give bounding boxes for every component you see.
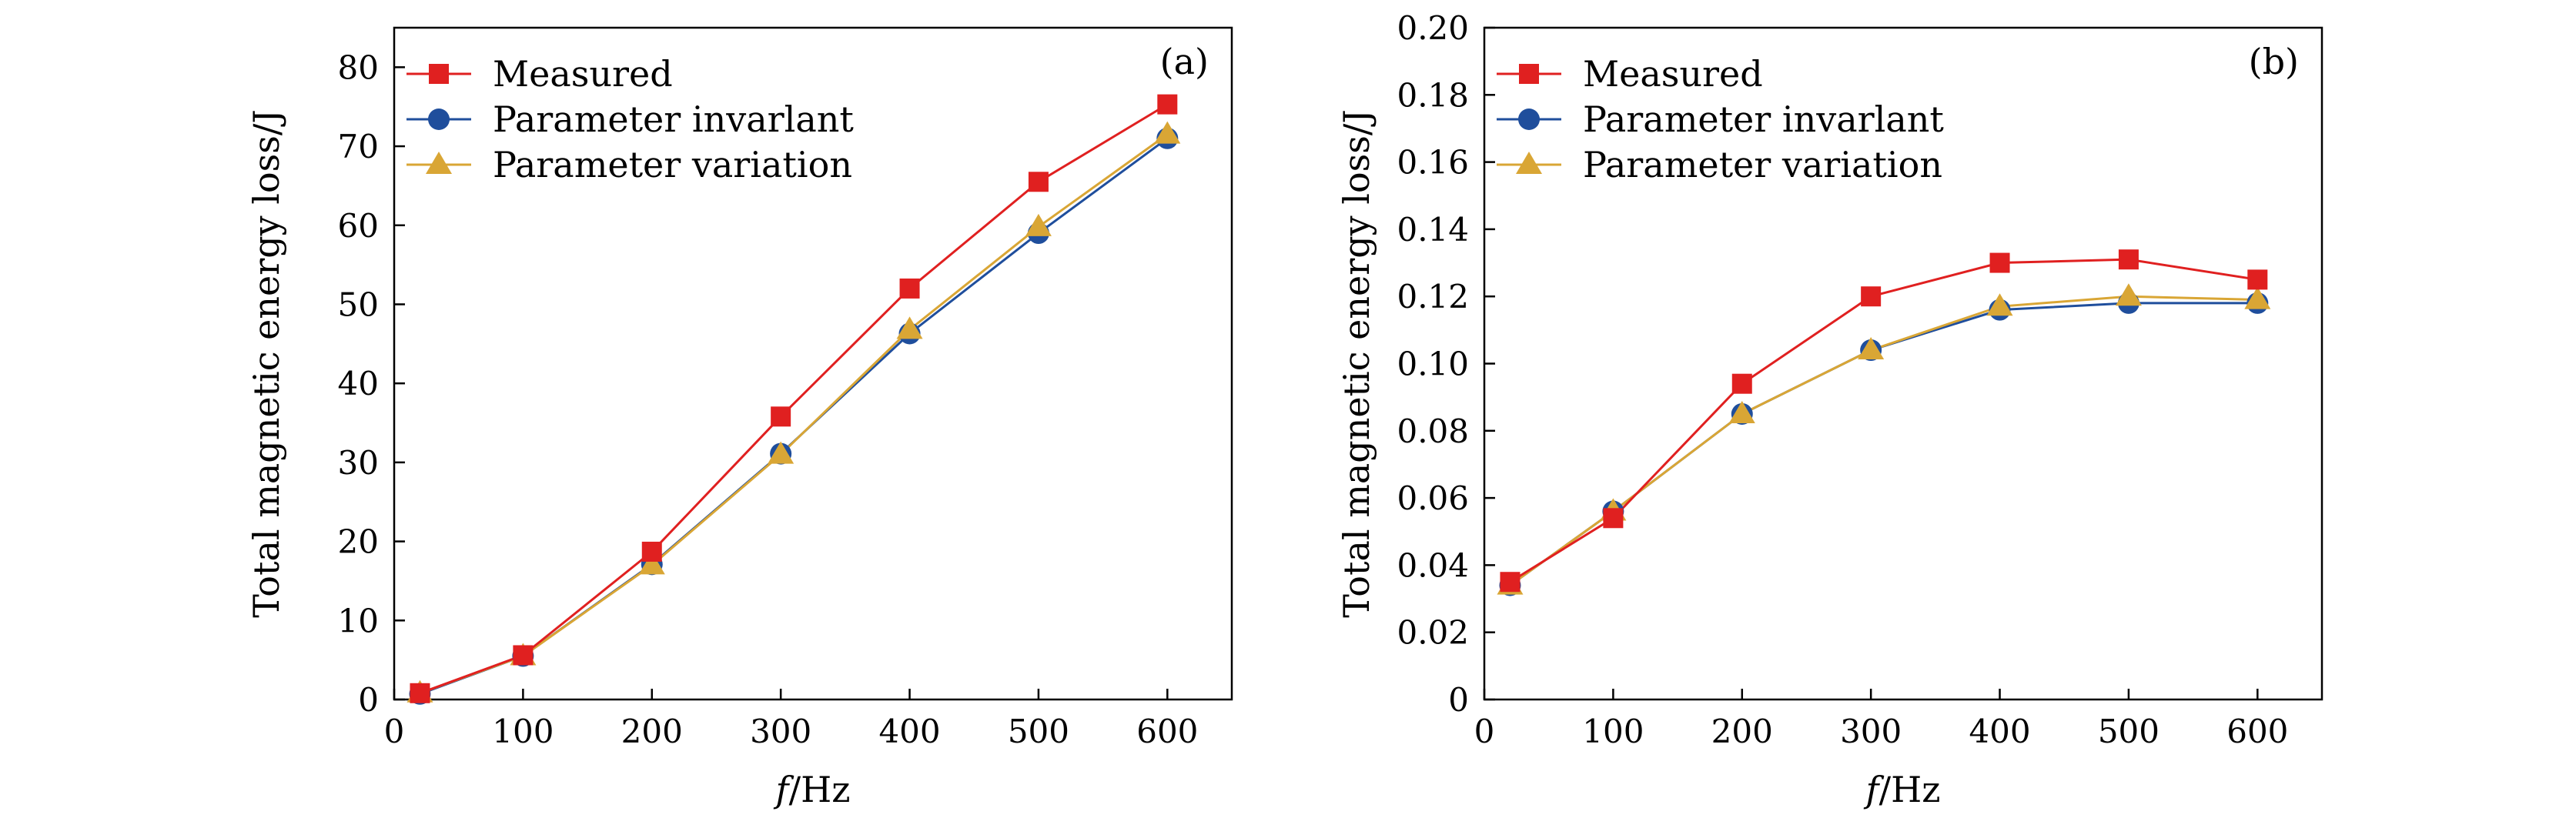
x-axis-unit: /Hz	[789, 769, 851, 810]
y-tick-label: 10	[338, 602, 379, 639]
y-tick-label: 0.14	[1397, 211, 1469, 249]
legend-entry-measured: Measured	[1583, 53, 1763, 95]
data-point-variation	[768, 441, 795, 464]
y-tick-label: 70	[338, 128, 379, 165]
data-point-variation	[896, 316, 923, 339]
legend-marker-variation	[426, 152, 452, 174]
data-point-variation	[1986, 293, 2013, 316]
data-point-variation	[638, 552, 665, 575]
data-point-measured	[1861, 286, 1882, 307]
data-point-variation	[1728, 400, 1755, 423]
y-tick-label: 0.08	[1397, 412, 1469, 450]
series-line-measured	[419, 103, 1169, 695]
y-tick-label: 0	[358, 681, 379, 719]
series-line-measured	[1509, 258, 2258, 583]
data-point-variation	[2115, 283, 2142, 306]
y-tick-label: 0.04	[1397, 546, 1469, 584]
x-tick-label: 300	[1840, 713, 1902, 750]
y-tick-label: 60	[338, 207, 379, 245]
x-tick-label: 100	[1582, 713, 1644, 750]
plot-frame	[393, 26, 1233, 701]
x-tick-label: 600	[2226, 713, 2288, 750]
y-tick-label: 80	[338, 48, 379, 86]
x-tick-label: 0	[384, 713, 405, 750]
y-axis-title: Total magnetic energy loss/J	[246, 109, 287, 618]
legend-entry-variation: Parameter variation	[493, 144, 852, 185]
legend-entry-measured: Measured	[493, 53, 673, 95]
y-tick-label: 0.12	[1397, 278, 1469, 316]
legend-marker-variation	[1516, 152, 1542, 174]
data-point-measured	[899, 278, 920, 299]
y-tick-label: 0.10	[1397, 346, 1469, 383]
data-point-variation	[1858, 337, 1885, 360]
series-line-invariant	[419, 137, 1169, 696]
y-tick-label: 0.20	[1397, 9, 1469, 47]
y-tick-label: 50	[338, 285, 379, 323]
panel-label: (b)	[2249, 41, 2299, 82]
data-point-measured	[1603, 508, 1624, 529]
legend-entry-invariant: Parameter invarlant	[1583, 98, 1944, 140]
x-tick-label: 400	[1969, 713, 2030, 750]
y-tick-label: 0.06	[1397, 479, 1469, 517]
x-axis-title: f/Hz	[774, 769, 851, 810]
data-point-variation	[1025, 213, 1052, 236]
x-tick-label: 500	[1008, 713, 1069, 750]
data-point-measured	[1028, 172, 1049, 192]
x-axis-unit: /Hz	[1879, 769, 1941, 810]
legend-marker-measured	[1519, 64, 1539, 84]
y-tick-label: 0.18	[1397, 76, 1469, 114]
y-tick-label: 0.16	[1397, 144, 1469, 182]
legend-marker-invariant	[1518, 109, 1540, 130]
x-tick-label: 300	[750, 713, 811, 750]
data-point-measured	[1989, 252, 2010, 273]
panel-label: (a)	[1160, 41, 1209, 82]
data-point-variation	[1154, 121, 1181, 144]
x-tick-label: 0	[1474, 713, 1495, 750]
series-line-variation	[419, 133, 1169, 695]
data-point-measured	[1500, 572, 1521, 593]
y-tick-label: 20	[338, 523, 379, 561]
y-tick-label: 0.02	[1397, 614, 1469, 652]
data-point-measured	[410, 683, 430, 703]
series-line-variation	[1509, 295, 2258, 586]
x-tick-label: 200	[621, 713, 683, 750]
data-point-measured	[513, 645, 534, 666]
y-axis-title: Total magnetic energy loss/J	[1336, 109, 1377, 618]
data-point-measured	[2118, 249, 2139, 270]
chart-panel-a: 0 100 200 300 400 500 600 0 10 20 30 40 50 60 70 80 f/Hz…	[246, 26, 1233, 810]
x-tick-label: 100	[492, 713, 554, 750]
legend-marker-measured	[429, 64, 449, 84]
x-tick-label: 600	[1136, 713, 1198, 750]
legend-entry-invariant: Parameter invarlant	[493, 98, 854, 140]
y-tick-label: 40	[338, 365, 379, 402]
data-point-measured	[641, 541, 662, 562]
legend-entry-variation: Parameter variation	[1583, 144, 1942, 185]
x-tick-label: 400	[878, 713, 940, 750]
legend-marker-invariant	[428, 109, 450, 130]
data-point-measured	[1157, 94, 1178, 115]
y-tick-label: 0	[1448, 681, 1469, 719]
y-tick-label: 30	[338, 444, 379, 482]
x-tick-label: 200	[1711, 713, 1773, 750]
data-point-variation	[2244, 286, 2271, 309]
data-point-measured	[2247, 269, 2268, 290]
x-axis-title: f/Hz	[1864, 769, 1941, 810]
chart-panel-b: 0 100 200 300 400 500 600 0 0.02 0.04 0.06 0.08 0.10…	[1336, 9, 2323, 810]
data-point-measured	[1731, 373, 1752, 394]
x-tick-label: 500	[2098, 713, 2159, 750]
data-point-measured	[771, 406, 791, 427]
